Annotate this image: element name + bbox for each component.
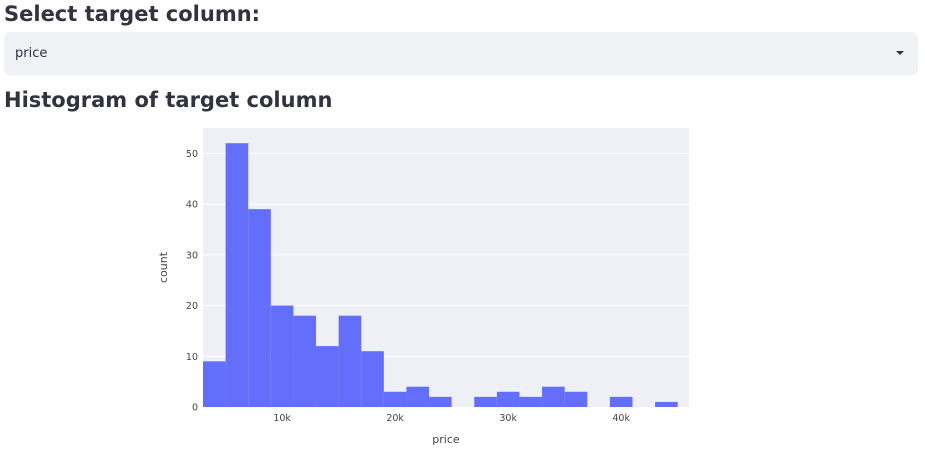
target-column-select[interactable]: price bbox=[4, 32, 918, 75]
x-tick-label: 10k bbox=[273, 413, 291, 424]
histogram-bar bbox=[519, 396, 543, 407]
y-axis-label: count bbox=[157, 251, 170, 283]
y-tick-label: 40 bbox=[186, 200, 198, 211]
y-tick-label: 10 bbox=[186, 352, 198, 363]
histogram-bar bbox=[474, 396, 497, 407]
caret-down-icon[interactable] bbox=[896, 51, 904, 55]
histogram-bar bbox=[429, 396, 452, 407]
histogram-bar bbox=[203, 361, 226, 407]
target-column-selected-value: price bbox=[15, 46, 48, 61]
y-tick-label: 0 bbox=[192, 403, 198, 414]
histogram-bar bbox=[406, 386, 430, 407]
y-tick-label: 50 bbox=[186, 149, 198, 160]
y-tick-label: 20 bbox=[186, 301, 198, 312]
histogram-bar bbox=[655, 401, 678, 407]
histogram-bar bbox=[270, 305, 294, 407]
gridlines bbox=[203, 152, 689, 357]
x-axis-label: price bbox=[432, 433, 460, 446]
histogram-bar bbox=[542, 386, 565, 407]
histogram-bar bbox=[338, 315, 362, 407]
histogram-bar bbox=[316, 346, 339, 407]
histogram-bars bbox=[203, 143, 678, 407]
histogram-bar bbox=[609, 396, 633, 407]
x-tick-label: 20k bbox=[386, 413, 404, 424]
histogram-bar bbox=[564, 391, 588, 407]
y-tick-label: 30 bbox=[186, 250, 198, 261]
histogram-bar bbox=[293, 315, 317, 407]
histogram-bar bbox=[225, 143, 249, 407]
x-tick-label: 30k bbox=[499, 413, 517, 424]
histogram-bar bbox=[383, 391, 407, 407]
x-axis-ticks: 10k 20k 30k 40k bbox=[273, 413, 630, 424]
y-axis-ticks: 0 10 20 30 40 50 bbox=[186, 149, 198, 414]
histogram-bar bbox=[248, 209, 271, 407]
histogram-bar bbox=[361, 351, 384, 407]
select-target-heading: Select target column: bbox=[4, 2, 261, 26]
histogram-heading: Histogram of target column bbox=[4, 88, 333, 112]
x-tick-label: 40k bbox=[612, 413, 630, 424]
histogram-bar bbox=[496, 391, 520, 407]
